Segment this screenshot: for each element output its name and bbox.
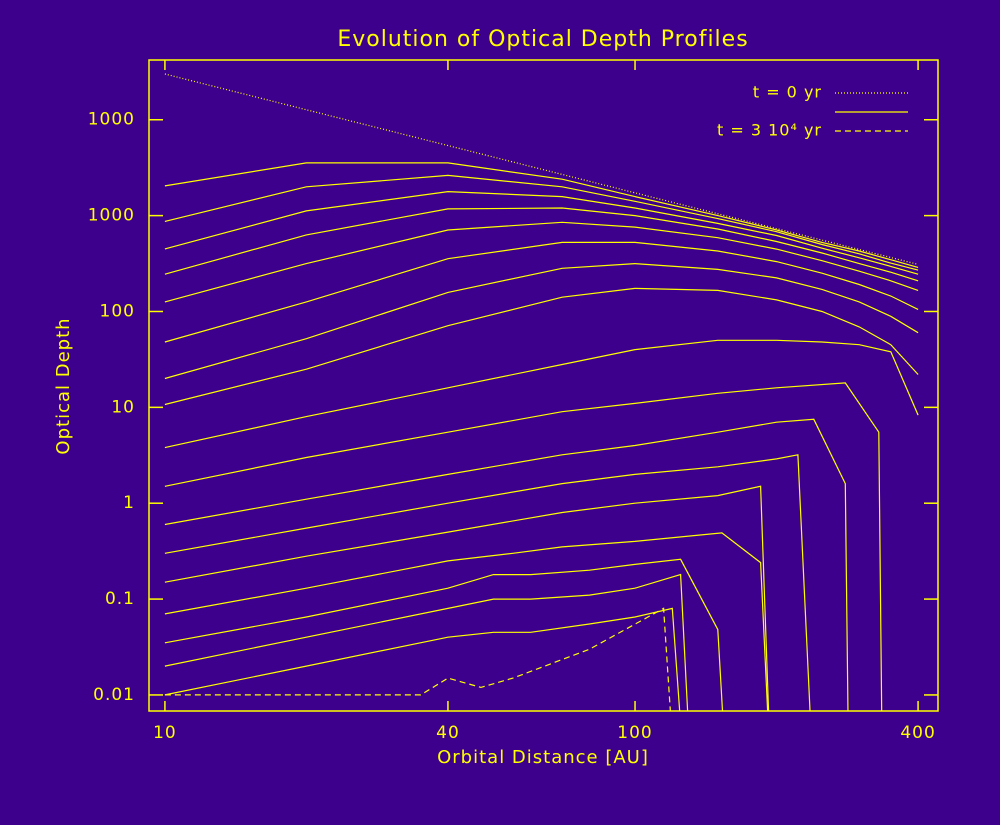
profile-line [164,221,919,303]
plot-frame [148,59,939,712]
y-tick-label: 100 [100,301,135,321]
profile-line [164,418,849,711]
profile-line [164,532,769,711]
profile-line [164,162,919,268]
profile-line [164,382,883,711]
y-tick-label: 0.01 [93,685,135,705]
plot-area [164,73,919,711]
profile-line [164,558,724,711]
y-tick-label: 1000 [88,110,135,130]
y-axis-label: Optical Depth [53,317,74,454]
profile-line [164,573,689,711]
profile-line [164,607,681,711]
y-tick-label: 1 [123,493,135,513]
legend-label: t = 3 10⁴ yr [717,121,822,140]
profile-line [164,207,919,282]
profile-line [164,454,811,711]
profile-line [164,485,770,711]
profile-line [164,241,919,343]
y-tick-label: 0.1 [105,589,135,609]
x-tick-label: 40 [436,723,460,743]
y-tick-label: 10 [111,397,135,417]
x-tick-label: 10 [153,723,177,743]
chart-title: Evolution of Optical Depth Profiles [337,27,748,52]
y-tick-label: 1000 [88,206,135,226]
legend-label: t = 0 yr [753,83,822,102]
profile-line [164,73,919,265]
profile-line [164,190,919,275]
profile-line [164,607,671,711]
profile-line [164,287,919,406]
profile-line [164,339,919,449]
profile-line [164,174,919,271]
x-tick-label: 400 [900,723,935,743]
x-axis-label: Orbital Distance [AU] [437,747,649,768]
profile-line [164,262,919,380]
x-tick-label: 100 [617,723,652,743]
